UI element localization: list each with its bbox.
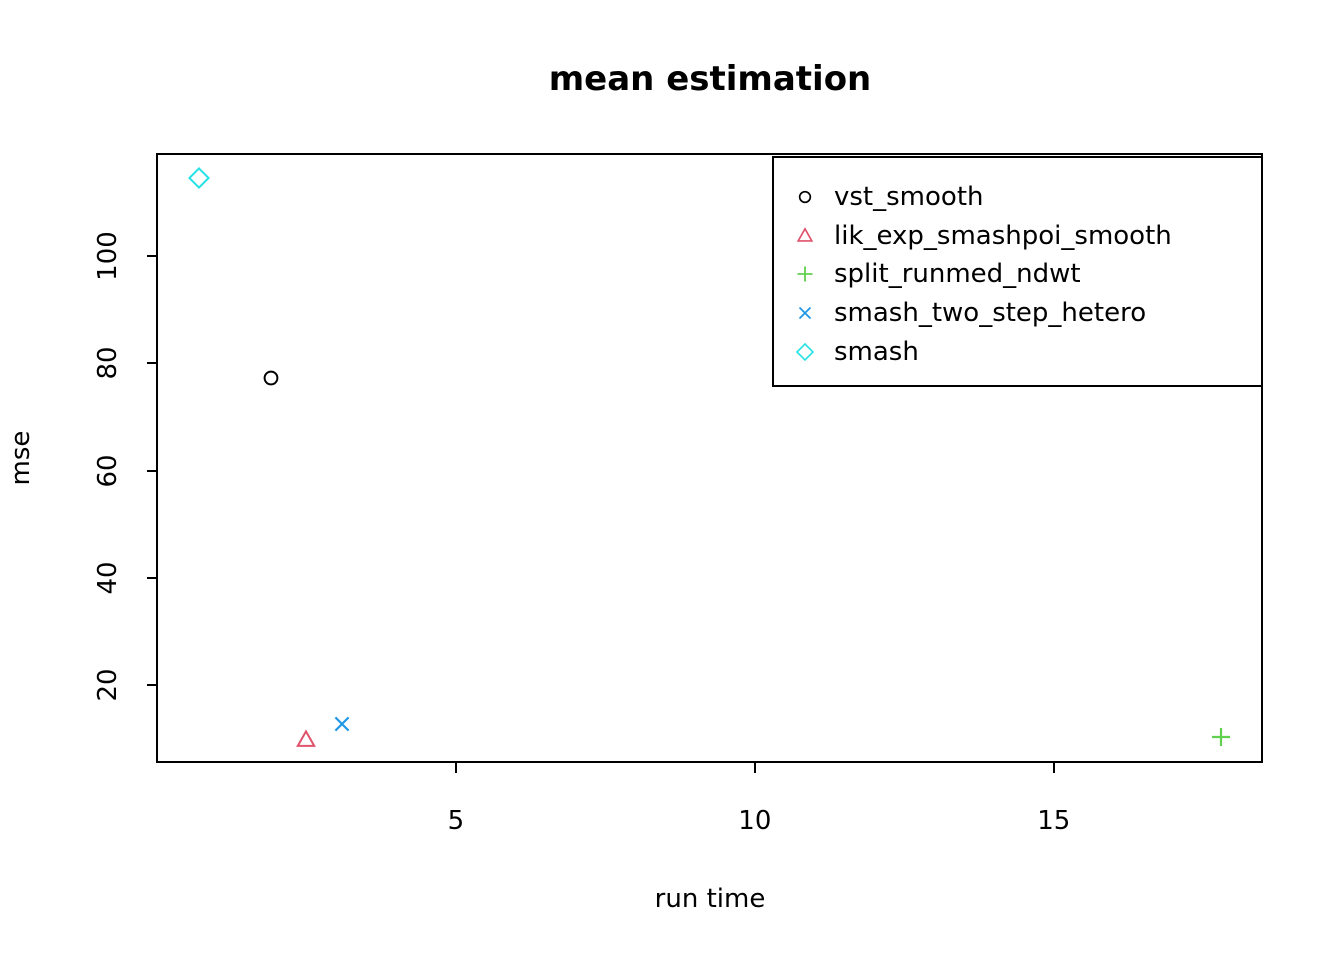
y-tick-label: 20: [93, 668, 123, 702]
legend-item-lik_exp_smashpoi_smooth: lik_exp_smashpoi_smooth: [774, 217, 1261, 256]
legend-x-icon: [792, 303, 818, 323]
y-tick-label: 60: [93, 454, 123, 488]
plot-area: [156, 153, 1263, 763]
legend-triangle-icon: [792, 226, 818, 246]
diamond-marker-icon: [187, 167, 210, 190]
data-point-split_runmed_ndwt: [1209, 725, 1233, 749]
x-marker-icon: [334, 716, 350, 732]
y-tick-mark: [147, 576, 157, 579]
legend-circle-icon: [792, 187, 818, 207]
legend-rows: vst_smooth lik_exp_smashpoi_smooth split_r…: [774, 178, 1261, 371]
y-tick-mark: [147, 362, 157, 365]
x-tick-label: 5: [447, 806, 465, 836]
legend-label: vst_smooth: [834, 182, 984, 213]
y-tick-mark: [147, 254, 157, 257]
y-tick-label: 100: [93, 231, 123, 281]
y-tick-mark: [147, 469, 157, 472]
data-point-smash: [187, 166, 211, 190]
legend-item-smash_two_step_hetero: smash_two_step_hetero: [774, 294, 1261, 333]
y-tick-label: 40: [93, 561, 123, 595]
plus-marker-icon: [1212, 728, 1231, 747]
legend-label: lik_exp_smashpoi_smooth: [834, 220, 1172, 251]
x-tick-mark: [1052, 763, 1055, 773]
triangle-marker-icon: [796, 227, 814, 242]
legend-label: smash_two_step_hetero: [834, 298, 1147, 329]
x-tick-mark: [454, 763, 457, 773]
x-tick-mark: [753, 763, 756, 773]
x-marker-icon: [798, 306, 812, 320]
plus-marker-icon: [797, 266, 813, 282]
legend-item-smash: smash: [774, 332, 1261, 371]
y-tick-label: 80: [93, 346, 123, 380]
y-tick-mark: [147, 684, 157, 687]
legend-diamond-icon: [792, 342, 818, 362]
x-tick-label: 15: [1037, 806, 1071, 836]
circle-marker-icon: [798, 191, 812, 204]
legend-item-split_runmed_ndwt: split_runmed_ndwt: [774, 255, 1261, 294]
y-axis-title: mse: [6, 430, 36, 486]
data-point-lik_exp_smashpoi_smooth: [294, 728, 318, 752]
data-point-smash_two_step_hetero: [330, 712, 354, 736]
x-axis-title: run time: [654, 884, 766, 914]
data-point-vst_smooth: [259, 366, 283, 390]
legend: vst_smooth lik_exp_smashpoi_smooth split_r…: [772, 156, 1263, 387]
legend-item-vst_smooth: vst_smooth: [774, 178, 1261, 217]
diamond-marker-icon: [795, 342, 815, 361]
chart-title: mean estimation: [548, 59, 872, 99]
triangle-marker-icon: [296, 729, 317, 747]
legend-label: split_runmed_ndwt: [834, 259, 1081, 290]
legend-label: smash: [834, 336, 919, 367]
x-tick-label: 10: [738, 806, 772, 836]
legend-plus-icon: [792, 264, 818, 284]
circle-marker-icon: [263, 370, 278, 386]
